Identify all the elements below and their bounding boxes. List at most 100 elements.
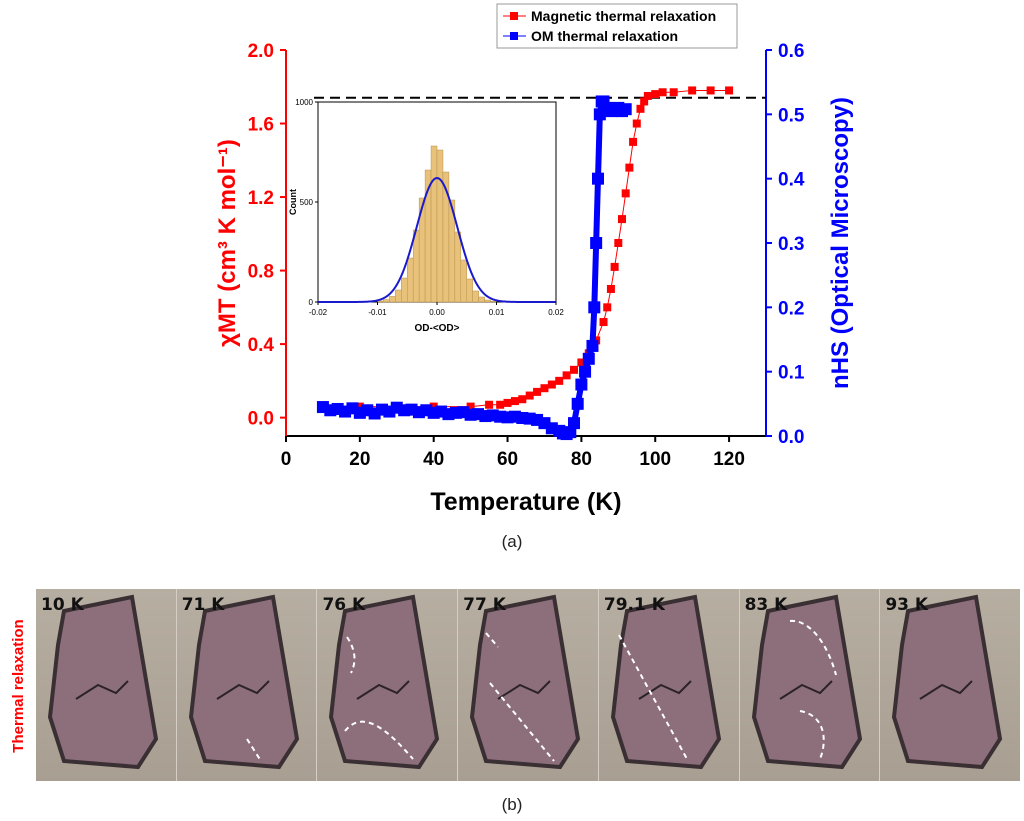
- magnetic-point: [355, 402, 364, 411]
- crystal-panel: 77 K: [458, 589, 599, 781]
- magnetic-point: [669, 88, 678, 97]
- x-tick-label: 20: [349, 449, 370, 470]
- gaussian-fit-curve: [318, 176, 556, 303]
- right-y-tick-label: 0.2: [778, 298, 804, 319]
- inset-x-axis-label: OD-<OD>: [414, 323, 459, 334]
- right-y-tick-label: 0.6: [778, 41, 804, 62]
- inset-x-tick-label: -0.01: [368, 308, 387, 317]
- x-tick-label: 0: [281, 449, 292, 470]
- x-tick-label: 80: [571, 449, 592, 470]
- histogram-bar: [478, 296, 485, 303]
- right-y-axis-label: nHS (Optical Microscopy): [827, 97, 854, 389]
- magnetic-point: [640, 97, 649, 106]
- crystal-shape: [892, 594, 1003, 770]
- magnetic-point: [614, 239, 623, 247]
- caption-b: (b): [501, 795, 523, 814]
- strip-label-text: Thermal relaxation: [10, 619, 27, 752]
- om-point: [588, 301, 601, 314]
- crystal-crack: [216, 680, 270, 700]
- magnetic-point: [706, 86, 715, 95]
- magnetic-point: [618, 215, 626, 224]
- magnetic-point: [518, 395, 527, 404]
- histogram-bar: [436, 149, 444, 303]
- om-point: [582, 352, 595, 365]
- x-tick-label: 100: [639, 449, 671, 470]
- inset-x-tick-label: 0.01: [489, 308, 505, 317]
- magnetic-point: [643, 91, 652, 100]
- om-point: [586, 339, 599, 352]
- crystal-shape: [188, 594, 299, 770]
- inset-y-tick-label: 0: [309, 298, 314, 307]
- left-y-tick-label: 1.2: [248, 188, 274, 209]
- magnetic-point: [510, 397, 519, 406]
- panel-temperature-label: 71 K: [181, 595, 225, 615]
- crystal-image: [329, 594, 440, 770]
- magnetic-point: [503, 398, 512, 407]
- crystal-crack: [919, 680, 974, 700]
- inset-histogram: -0.02 -0.01 0.00 0.01 0.02 0 500 1000 OD-<OD> Cou…: [288, 98, 564, 334]
- crystal-image: [892, 594, 1003, 770]
- om-point: [564, 426, 577, 439]
- thermal-relaxation-label: Thermal relaxation: [10, 619, 27, 752]
- histogram-bar: [389, 296, 396, 303]
- om-point: [575, 378, 588, 391]
- magnetic-point: [533, 387, 542, 396]
- crystal-image: [751, 594, 862, 770]
- magnetic-point: [466, 402, 475, 411]
- histogram-bar: [401, 277, 408, 303]
- left-y-tick-label: 0.0: [248, 409, 274, 430]
- magnetic-point: [632, 119, 641, 128]
- histogram-bar: [430, 145, 438, 303]
- inset-y-tick-label: 1000: [295, 98, 313, 107]
- right-y-tick-label: 0.3: [778, 234, 804, 255]
- magnetic-point: [610, 262, 619, 271]
- magnetic-point: [606, 284, 615, 293]
- histogram-bar: [460, 259, 467, 303]
- magnetic-point: [629, 137, 638, 146]
- x-tick-label: 60: [497, 449, 518, 470]
- magnetic-point: [625, 163, 634, 172]
- panel-temperature-label: 77 K: [463, 595, 506, 615]
- legend-label-magnetic: Magnetic thermal relaxation: [531, 8, 716, 24]
- magnetic-point: [570, 365, 578, 374]
- crystal-image: [47, 594, 159, 770]
- inset-x-tick-label: 0.00: [429, 308, 445, 317]
- x-axis-label: Temperature (K): [430, 488, 621, 516]
- photo-strip: 10 K 71 K 76 K 77 K 79.1 K 83 K 93 K: [36, 589, 1021, 781]
- crystal-crack: [779, 680, 833, 700]
- om-point: [571, 397, 584, 410]
- magnetic-point: [577, 358, 586, 367]
- transition-front-dashed: [617, 634, 688, 760]
- panel-temperature-label: 76 K: [322, 595, 366, 615]
- magnetic-point: [651, 90, 660, 99]
- magnetic-point: [485, 400, 494, 409]
- panel-temperature-label: 79.1 K: [603, 595, 665, 615]
- left-y-tick-label: 1.6: [248, 115, 274, 136]
- magnetic-point: [525, 391, 534, 400]
- crystal-panel: 93 K: [880, 589, 1021, 781]
- crystal-image: [188, 594, 299, 770]
- x-tick-label: 40: [423, 449, 444, 470]
- transition-front-dashed: [344, 636, 415, 760]
- right-y-tick-label: 0.0: [778, 427, 804, 448]
- om-point: [592, 172, 604, 185]
- left-y-tick-label: 2.0: [248, 41, 274, 62]
- histogram-bar: [395, 289, 402, 303]
- magnetic-point: [621, 189, 630, 198]
- main-chart: 0 20 40 60 80 100 120 0.0 0.4 0.8 1.2 1.6 2.0 0.0 0.1 0…: [214, 3, 854, 516]
- inset-x-tick-label: 0.02: [548, 308, 564, 317]
- transition-front-dashed: [485, 632, 555, 762]
- magnetic-point: [496, 400, 505, 409]
- histogram-bar: [407, 257, 414, 303]
- legend-marker-magnetic: [510, 12, 518, 20]
- crystal-shape: [470, 594, 581, 770]
- crystal-shape: [47, 594, 159, 770]
- transition-front-dashed: [245, 738, 262, 762]
- right-y-tick-label: 0.5: [778, 105, 805, 126]
- magnetic-point: [555, 376, 564, 385]
- om-point: [590, 237, 603, 249]
- panel-temperature-label: 83 K: [744, 595, 788, 615]
- crystal-shape: [751, 594, 862, 770]
- om-point: [579, 365, 592, 378]
- panel-temperature-label: 93 K: [885, 595, 929, 615]
